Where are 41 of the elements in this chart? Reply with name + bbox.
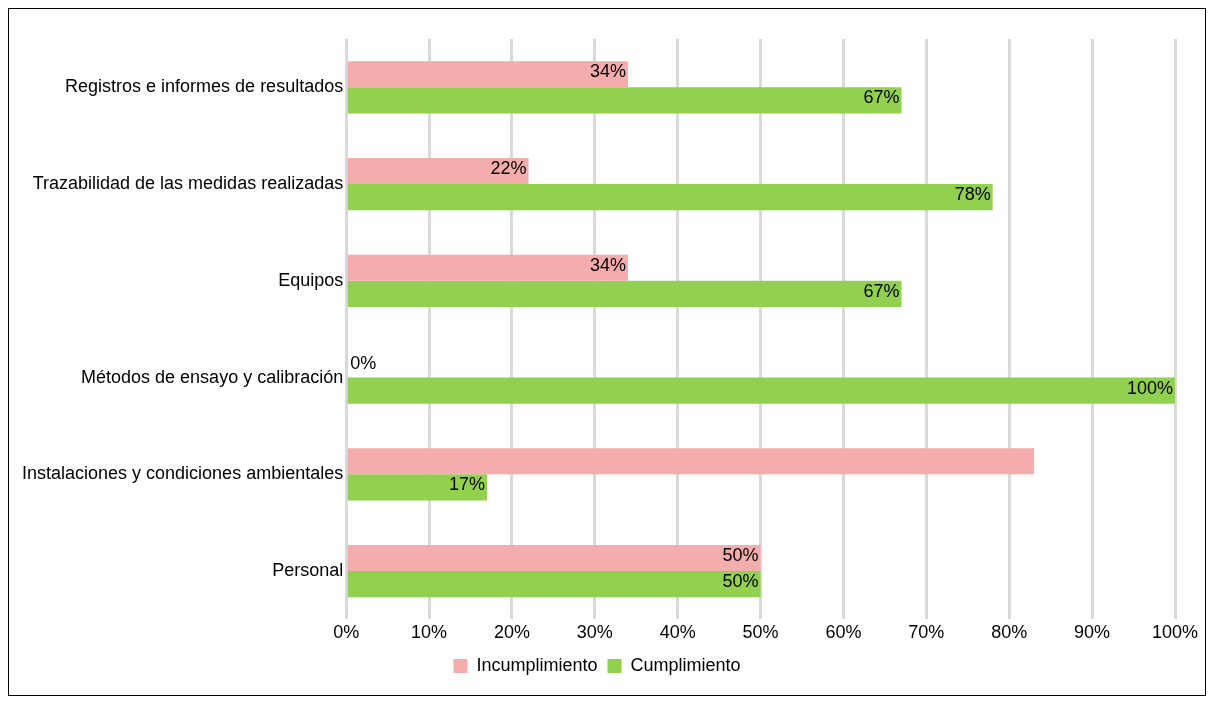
data-label: 78% <box>954 184 991 205</box>
bar <box>347 184 993 211</box>
x-tick-label: 80% <box>991 622 1028 643</box>
x-tick-label: 70% <box>908 622 945 643</box>
data-label: 67% <box>863 280 900 301</box>
data-label: 0% <box>350 353 377 374</box>
y-tick-label: Trazabilidad de las medidas realizadas <box>32 173 344 194</box>
y-tick-label: Métodos de ensayo y calibración <box>81 366 344 387</box>
legend-label: Cumplimiento <box>630 654 741 675</box>
data-label: 22% <box>490 158 527 179</box>
data-label: 50% <box>722 544 759 565</box>
x-tick-label: 20% <box>493 622 530 643</box>
bar <box>347 280 902 307</box>
x-tick-label: 10% <box>411 622 448 643</box>
data-label: 34% <box>589 61 626 82</box>
x-tick-label: 90% <box>1074 622 1111 643</box>
data-label: 17% <box>449 474 486 495</box>
y-tick-label: Personal <box>272 560 344 580</box>
bar <box>347 254 628 281</box>
bar <box>347 61 628 88</box>
bar <box>347 474 488 501</box>
data-label: 50% <box>722 571 759 592</box>
x-tick-label: 40% <box>659 622 696 643</box>
x-tick-label: 100% <box>1151 622 1199 643</box>
y-tick-label: Registros e informes de resultados <box>65 76 344 97</box>
bar <box>347 87 902 114</box>
bar <box>347 448 1035 475</box>
x-tick-label: 50% <box>742 622 779 643</box>
x-tick-label: 30% <box>576 622 613 643</box>
legend-label: Incumplimiento <box>476 654 598 675</box>
y-tick-label: Instalaciones y condiciones ambientales <box>22 463 344 484</box>
bar <box>347 377 1175 404</box>
y-tick-label: Equipos <box>278 269 344 290</box>
data-label: 34% <box>589 254 626 275</box>
bar <box>347 571 761 598</box>
bar <box>347 157 529 185</box>
bar <box>347 544 761 572</box>
data-label: 100% <box>1126 377 1173 398</box>
x-tick-label: 60% <box>825 622 862 643</box>
data-label: 67% <box>863 87 900 108</box>
x-tick-label: 0% <box>333 622 360 643</box>
